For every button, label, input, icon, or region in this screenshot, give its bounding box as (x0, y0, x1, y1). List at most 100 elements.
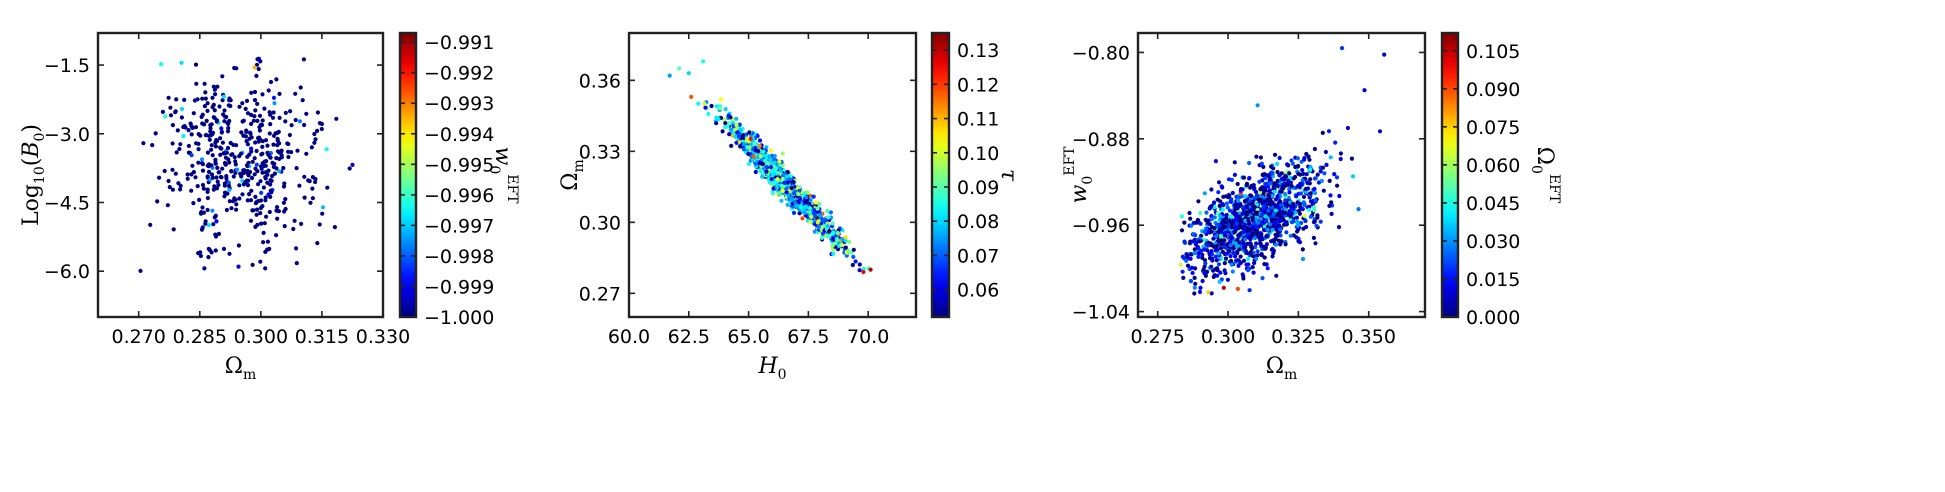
data-point (250, 262, 255, 267)
data-point (1283, 207, 1288, 212)
data-point (249, 188, 254, 193)
data-point (1334, 175, 1340, 180)
data-point (775, 177, 780, 182)
data-point (1287, 171, 1292, 176)
data-point (1300, 247, 1305, 252)
data-point (1307, 204, 1312, 209)
data-point (1238, 219, 1243, 224)
data-point (1335, 183, 1340, 188)
colorbar-tick-label: 0.10 (957, 143, 999, 165)
data-point (1277, 206, 1282, 211)
data-point (1283, 192, 1288, 197)
x-tick-label: 65.0 (727, 326, 769, 348)
colorbar-tick-label: −0.995 (424, 154, 494, 176)
data-point (203, 96, 208, 101)
data-point (238, 151, 244, 156)
data-point (1251, 270, 1256, 275)
data-point (186, 128, 191, 133)
data-point (1234, 212, 1239, 217)
data-point (220, 74, 225, 79)
data-point (1255, 103, 1260, 108)
x-tick-label: 0.285 (173, 326, 227, 348)
data-point (1195, 217, 1200, 223)
data-point (843, 238, 848, 243)
data-point (189, 132, 194, 137)
data-point (243, 106, 248, 111)
data-point (138, 268, 143, 273)
data-point (219, 129, 224, 134)
data-point (785, 180, 790, 185)
data-point (193, 175, 198, 180)
colorbar: 0.13 0.12 0.11 0.10 0.09 0.08 0.07 0.06 τ (930, 31, 1021, 319)
data-point (218, 152, 223, 157)
data-point (1192, 251, 1197, 256)
data-point (1324, 162, 1329, 167)
data-point (1293, 164, 1298, 170)
data-point (245, 111, 251, 116)
data-point (1234, 258, 1239, 263)
data-point (1301, 194, 1307, 199)
data-point (1189, 223, 1194, 228)
data-point (1313, 176, 1318, 181)
data-point (1298, 181, 1303, 186)
data-point (301, 57, 306, 62)
data-point (254, 162, 259, 167)
data-point (207, 137, 212, 142)
data-point (218, 136, 223, 141)
data-point (757, 138, 763, 143)
data-point (252, 172, 257, 177)
data-point (1289, 184, 1294, 189)
data-point (1228, 243, 1233, 248)
colorbar-tick-label: 0.12 (957, 74, 999, 96)
data-point (226, 183, 232, 188)
y-tick-label: −6.0 (44, 261, 90, 283)
y-tick-label: −3.0 (44, 124, 90, 146)
data-point (1244, 183, 1249, 188)
data-point (253, 194, 258, 199)
data-point (1275, 213, 1280, 218)
data-point (1226, 177, 1232, 182)
data-point (1283, 242, 1288, 247)
data-point (1320, 130, 1325, 135)
data-point (1249, 201, 1254, 206)
y-tick-label: −1.5 (44, 55, 90, 77)
data-point (282, 181, 287, 186)
data-point (1307, 181, 1312, 186)
data-point (1280, 202, 1285, 208)
data-point (1269, 164, 1274, 169)
data-point (843, 245, 848, 250)
data-point (1279, 189, 1284, 194)
x-tick-label: 0.300 (1201, 326, 1255, 348)
data-point (203, 90, 208, 95)
data-point (1248, 237, 1253, 242)
data-point (200, 205, 205, 210)
data-point (256, 66, 261, 72)
data-point (226, 126, 231, 131)
data-point (764, 169, 769, 174)
data-point (747, 130, 752, 135)
data-point (1280, 176, 1285, 181)
data-point (1302, 213, 1307, 219)
data-point (1192, 285, 1197, 290)
data-point (1303, 218, 1308, 224)
data-point (1328, 193, 1333, 198)
data-point (286, 141, 291, 147)
data-point (750, 157, 756, 162)
data-point (729, 143, 734, 148)
data-point (325, 185, 330, 190)
data-point (1192, 247, 1197, 252)
data-point (798, 205, 803, 210)
data-point (714, 121, 719, 126)
data-point (741, 142, 746, 147)
data-point (259, 122, 265, 128)
data-point (231, 199, 236, 204)
data-point (260, 118, 265, 123)
data-point (1313, 241, 1318, 246)
data-point (274, 166, 279, 171)
data-point (1246, 218, 1251, 223)
data-point (1214, 222, 1220, 227)
data-point (784, 190, 789, 195)
data-point (1218, 233, 1223, 238)
data-point (1289, 220, 1294, 225)
data-point (193, 125, 199, 130)
